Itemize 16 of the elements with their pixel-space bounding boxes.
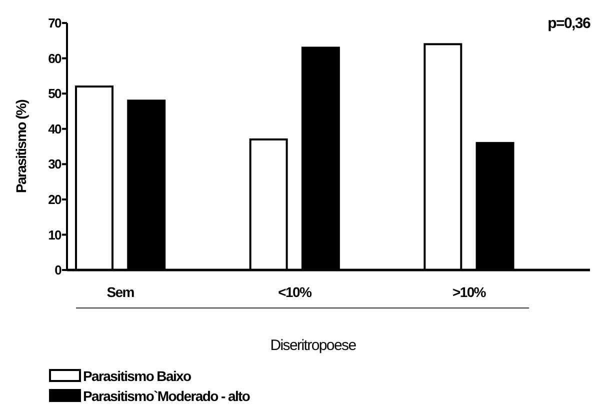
annotation: p=0,36 — [548, 15, 590, 32]
y-tick-label: 0 — [54, 262, 62, 278]
y-tick-label: 20 — [48, 192, 62, 207]
y-axis-title: Parasitismo (%) — [13, 100, 29, 194]
x-tick-label: >10% — [452, 284, 487, 300]
y-tick-label: 50 — [48, 86, 62, 102]
y-tick-label: 60 — [48, 50, 62, 66]
y-tick-label: 30 — [48, 156, 62, 172]
y-tick-label: 40 — [48, 121, 62, 136]
x-tick-label: <10% — [278, 284, 312, 300]
legend-label: Parasitismo Baixo — [83, 368, 192, 384]
y-tick-label: 10 — [48, 227, 62, 242]
x-axis-title: Diseritropoese — [270, 337, 356, 354]
y-tick-label: 70 — [48, 16, 62, 31]
x-tick-label: Sem — [106, 284, 134, 300]
legend-label: Parasitismo`Moderado - alto — [83, 388, 250, 404]
